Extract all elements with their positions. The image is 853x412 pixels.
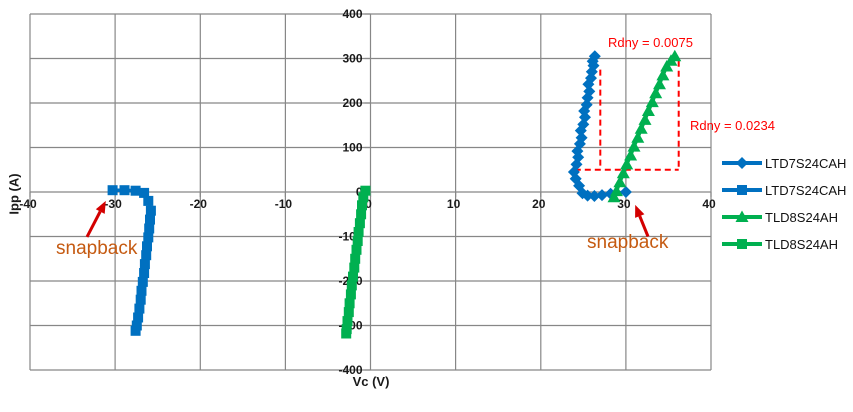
- svg-text:400: 400: [342, 7, 362, 21]
- svg-text:10: 10: [447, 197, 461, 211]
- legend-label: TLD8S24AH: [765, 209, 838, 225]
- annotation-snapback-right: snapback: [587, 232, 669, 253]
- legend-marker-square-green: [722, 239, 762, 249]
- legend-item: LTD7S24CAH: [721, 182, 846, 198]
- svg-text:-400: -400: [338, 363, 362, 377]
- x-axis-title: Vc (V): [352, 374, 390, 389]
- legend-label: LTD7S24CAH: [765, 155, 847, 171]
- legend-label: LTD7S24CAH: [765, 182, 847, 198]
- svg-text:0: 0: [356, 185, 363, 199]
- svg-text:-10: -10: [275, 197, 293, 211]
- svg-text:0: 0: [365, 197, 372, 211]
- svg-text:200: 200: [342, 96, 362, 110]
- svg-text:40: 40: [702, 197, 716, 211]
- annotation-rdny-blue: Rdny = 0.0075: [608, 35, 693, 50]
- svg-text:30: 30: [617, 197, 631, 211]
- legend-marker-triangle-green: [722, 210, 762, 222]
- annotation-snapback-left: snapback: [56, 238, 138, 259]
- legend-item: LTD7S24CAH: [721, 155, 846, 171]
- legend: LTD7S24CAH LTD7S24CAH TLD8S24AH TLD8S24A…: [721, 155, 846, 263]
- legend-item: TLD8S24AH: [721, 236, 846, 252]
- y-axis-title: Ipp (A): [6, 173, 22, 215]
- legend-marker-diamond-blue: [722, 157, 762, 169]
- annotation-rdny-green: Rdny = 0.0234: [690, 118, 775, 133]
- svg-text:20: 20: [532, 197, 546, 211]
- svg-text:-30: -30: [104, 197, 122, 211]
- legend-item: TLD8S24AH: [721, 209, 846, 225]
- svg-text:-20: -20: [190, 197, 208, 211]
- legend-label: TLD8S24AH: [765, 236, 838, 252]
- svg-text:300: 300: [342, 52, 362, 66]
- svg-text:-40: -40: [19, 197, 37, 211]
- svg-text:100: 100: [342, 141, 362, 155]
- legend-marker-square-blue: [722, 185, 762, 195]
